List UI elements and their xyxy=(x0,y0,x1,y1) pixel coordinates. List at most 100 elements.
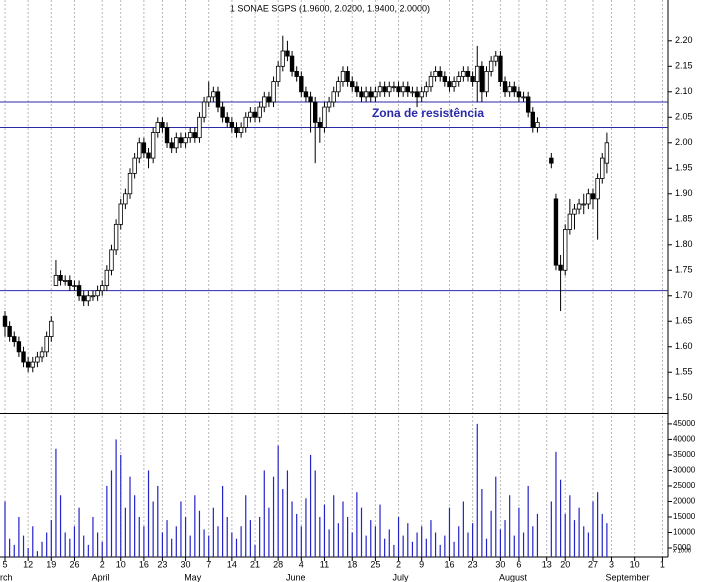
candle-body xyxy=(86,295,91,302)
candle-body xyxy=(331,91,336,103)
candle-body xyxy=(132,157,137,174)
candle-body xyxy=(16,341,22,353)
candle-body xyxy=(461,70,466,77)
x-tick-label: 10 xyxy=(116,559,126,569)
y-tick-label: 2.05 xyxy=(675,112,693,122)
candle-body xyxy=(137,142,142,159)
candle-body xyxy=(516,91,522,98)
candle-body xyxy=(428,76,434,88)
candle-body xyxy=(470,76,475,82)
x-tick-label: 28 xyxy=(273,559,283,569)
candle-body xyxy=(257,106,262,118)
y-tick-label: 1.85 xyxy=(675,214,693,224)
volume-unit: x 1000 xyxy=(673,549,692,555)
month-label: June xyxy=(286,572,306,582)
chart-title: 1 SONAE SGPS (1.9600, 2.0200, 1.9400, 2.… xyxy=(230,3,430,13)
candle-body xyxy=(572,208,577,215)
candle-body xyxy=(567,213,573,230)
x-tick-label: 9 xyxy=(419,559,424,569)
candle-body xyxy=(104,269,110,286)
candle-body xyxy=(377,86,383,93)
candle-body xyxy=(563,229,568,271)
candle-body xyxy=(525,96,531,113)
candle-body xyxy=(465,70,471,77)
y2-tick-label: 20000 xyxy=(673,497,696,506)
y-tick-label: 2.00 xyxy=(675,137,693,147)
candle-body xyxy=(248,111,253,118)
month-label: July xyxy=(393,572,410,582)
candle-body xyxy=(549,157,554,164)
candle-body xyxy=(521,96,526,99)
candle-body xyxy=(600,157,605,179)
candle-body xyxy=(2,315,8,327)
x-tick-label: 2 xyxy=(100,559,105,569)
candle-body xyxy=(225,116,230,123)
x-tick-label: 4 xyxy=(299,559,304,569)
candle-body xyxy=(44,336,49,353)
candle-body xyxy=(340,70,346,82)
candle-body xyxy=(252,111,258,118)
candle-body xyxy=(201,101,207,118)
x-tick-label: 16 xyxy=(139,559,149,569)
candle-body xyxy=(498,55,503,82)
candle-body xyxy=(294,70,299,77)
x-tick-label: 1 xyxy=(660,559,665,569)
x-tick-label: 13 xyxy=(542,559,552,569)
y2-tick-label: 5000 xyxy=(673,543,691,552)
y2-tick-label: 30000 xyxy=(673,466,696,475)
month-label: April xyxy=(92,572,110,582)
candle-body xyxy=(262,96,267,108)
x-tick-label: 12 xyxy=(23,559,33,569)
candle-body xyxy=(308,96,313,103)
candle-body xyxy=(150,132,156,159)
candle-body xyxy=(243,116,248,128)
y-tick-label: 1.55 xyxy=(675,367,693,377)
candle-body xyxy=(354,86,360,93)
y-tick-label: 1.65 xyxy=(675,316,693,326)
x-tick-label: 3 xyxy=(609,559,614,569)
candle-body xyxy=(359,91,364,98)
candle-body xyxy=(373,91,378,98)
candle-body xyxy=(21,351,26,363)
candle-body xyxy=(58,274,63,281)
candle-body xyxy=(336,81,341,93)
x-tick-label: 18 xyxy=(347,559,357,569)
candle-body xyxy=(604,142,610,164)
candle-body xyxy=(368,91,373,98)
candle-body xyxy=(299,76,304,93)
candle-body xyxy=(285,50,290,57)
y2-tick-label: 40000 xyxy=(673,435,696,444)
candle-body xyxy=(382,86,387,93)
candle-body xyxy=(220,106,225,118)
candle-body xyxy=(363,91,369,98)
candle-body xyxy=(558,264,563,271)
candle-body xyxy=(67,280,73,286)
y2-tick-label: 25000 xyxy=(673,481,696,490)
candle-body xyxy=(155,121,160,133)
candle-body xyxy=(53,274,59,286)
candle-body xyxy=(39,351,45,358)
candle-body xyxy=(488,60,494,72)
candle-body xyxy=(174,137,179,149)
y-tick-label: 2.15 xyxy=(675,61,693,71)
x-tick-label: 23 xyxy=(157,559,167,569)
candle-body xyxy=(229,121,235,128)
y-tick-label: 1.95 xyxy=(675,163,693,173)
candle-body xyxy=(183,137,188,144)
candle-body xyxy=(595,178,600,200)
y2-tick-label: 15000 xyxy=(673,512,696,521)
candle-body xyxy=(576,203,582,210)
candle-body xyxy=(350,81,355,88)
x-tick-label: 6 xyxy=(516,559,521,569)
candle-body xyxy=(400,86,406,93)
candle-body xyxy=(206,96,211,103)
candle-body xyxy=(76,285,82,297)
x-tick-label: 30 xyxy=(181,559,191,569)
candle-body xyxy=(266,96,272,103)
candle-body xyxy=(95,290,100,297)
candle-body xyxy=(123,193,128,205)
x-tick-label: 2 xyxy=(396,559,401,569)
candle-body xyxy=(553,198,559,266)
y-tick-label: 2.10 xyxy=(675,86,693,96)
